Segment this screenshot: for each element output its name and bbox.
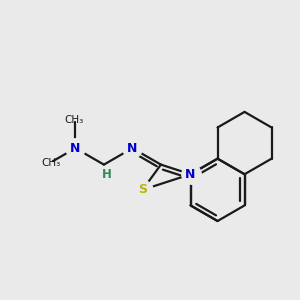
Text: H: H [102,168,112,181]
Text: N: N [70,142,81,155]
Text: S: S [138,183,147,196]
Text: N: N [127,142,138,155]
Text: N: N [185,168,196,181]
Text: CH₃: CH₃ [41,158,61,168]
Text: CH₃: CH₃ [64,116,83,125]
